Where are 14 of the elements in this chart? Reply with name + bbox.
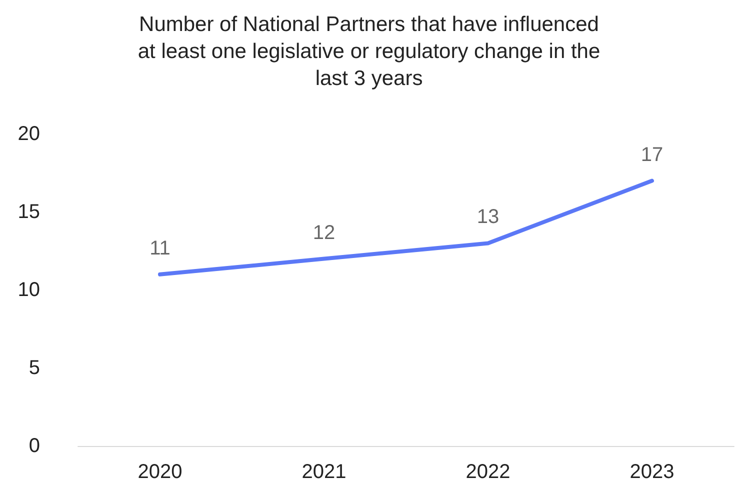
y-tick-label: 20 — [18, 123, 40, 145]
y-tick-label: 5 — [28, 357, 40, 379]
x-tick-label: 2021 — [302, 461, 346, 483]
data-label: 13 — [476, 206, 500, 228]
x-tick-label: 2022 — [466, 461, 510, 483]
chart-title: Number of National Partners that have influenced at least one legislative or regulatory change in the last 3 years — [138, 13, 600, 90]
data-label: 12 — [312, 222, 336, 244]
data-label: 11 — [150, 237, 170, 260]
x-tick-label: 2023 — [630, 461, 674, 483]
y-tick-label: 10 — [18, 279, 40, 301]
y-tick-label: 0 — [28, 435, 40, 457]
x-tick-label: 2020 — [138, 461, 182, 483]
data-label: 17 — [640, 144, 664, 166]
y-tick-label: 15 — [18, 201, 40, 223]
